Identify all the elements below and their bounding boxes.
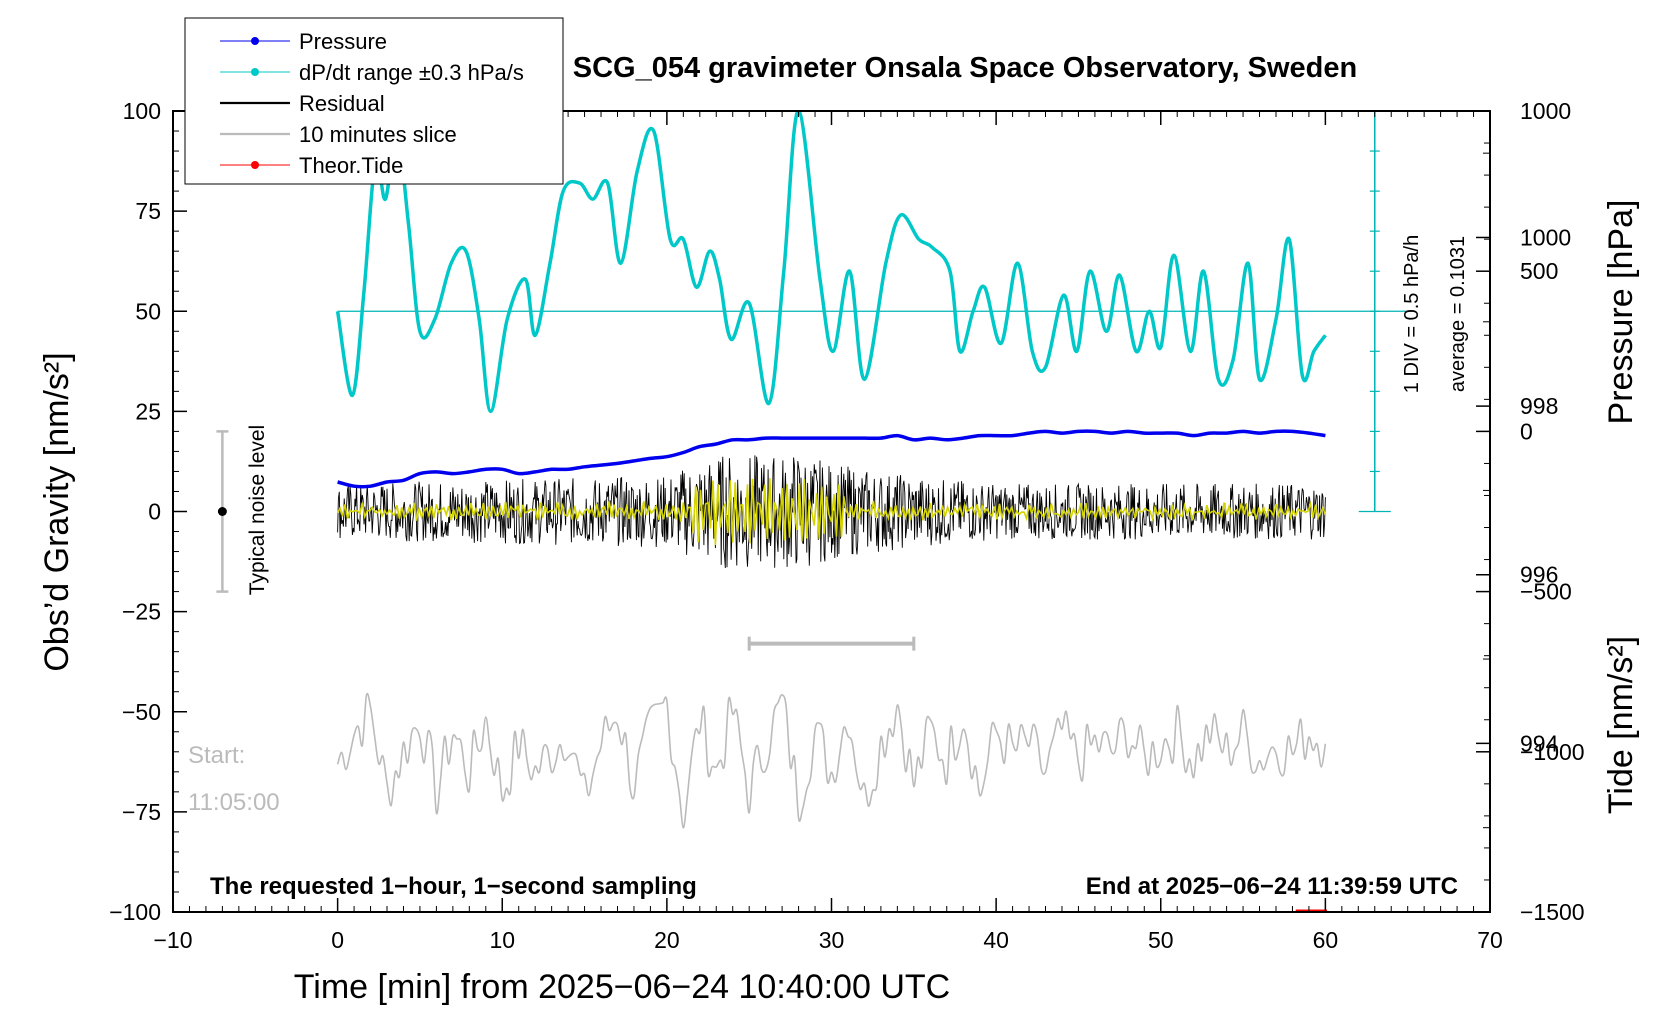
y-axis-tide-title: Tide [nm/s²] [1602,636,1640,814]
y-left-tick-label: −25 [122,599,161,625]
y-tide-tick-label: 0 [1520,418,1533,444]
y-left-tick-label: −50 [122,699,161,725]
y-left-tick-label: −75 [122,799,161,825]
noise-level-label: Typical noise level [246,425,269,595]
y-pressure-tick-label: 998 [1520,393,1558,419]
y-axis-left-title: Obs’d Gravity [nm/s²] [38,352,76,671]
legend-marker [251,68,259,76]
y-pressure-tick-label: 1000 [1520,224,1571,250]
y-left-tick-label: 0 [148,499,161,525]
legend-label: 10 minutes slice [299,122,457,147]
end-time-note: End at 2025−06−24 11:39:59 UTC [1086,873,1458,900]
legend-entry: Pressure [220,29,387,54]
y-tide-tick-label: −500 [1520,579,1572,605]
y-tide-tick-label: 500 [1520,258,1558,284]
y-pressure-tick-label: 994 [1520,730,1559,756]
pressure-average-label: average = 0.1031 [1447,236,1469,392]
series-residual-line [337,455,1326,569]
y-left-tick-label: 50 [135,298,161,324]
start-time-label: 11:05:00 [188,789,280,816]
legend-box [184,17,564,185]
legend-marker [251,161,259,169]
x-tick-label: 60 [1313,927,1339,953]
series-dpdt-line [335,111,1327,414]
legend-entry: 10 minutes slice [220,122,457,147]
legend-label: dP/dt range ±0.3 hPa/s [299,60,524,85]
legend-label: Theor.Tide [299,153,403,178]
x-axis-title: Time [min] from 2025−06−24 10:40:00 UTC [294,968,950,1006]
x-tick-label: 50 [1148,927,1174,953]
legend-label: Residual [299,91,385,116]
series-pressure-line [337,429,1326,489]
x-tick-label: −10 [153,927,192,953]
y-pressure-tick-label: 996 [1520,562,1558,588]
series-residual-smoothed-line [336,478,1327,546]
legend-marker [251,37,259,45]
x-tick-label: 0 [331,927,344,953]
legend-entry: dP/dt range ±0.3 hPa/s [220,60,524,85]
y-axis-pressure-title: Pressure [hPa] [1602,200,1640,425]
noise-bar-center-point [217,507,227,516]
pressure-scale-label: 1 DIV = 0.5 hPa/h [1401,235,1423,393]
x-tick-label: 30 [819,927,845,953]
y-left-tick-label: 25 [135,398,161,424]
x-tick-label: 70 [1477,927,1503,953]
y-tide-tick-label: −1000 [1520,739,1585,765]
series-slice-line [336,692,1327,829]
x-tick-label: 20 [654,927,680,953]
x-tick-label: 10 [489,927,515,953]
plot-area [216,110,1408,913]
legend-label: Pressure [299,29,387,54]
axes: −10 0 10 20 30 40 50 60 701007550250−25−50−75−10… [109,98,1584,953]
sampling-note: The requested 1−hour, 1−second sampling [210,873,697,900]
y-tide-tick-label: 1000 [1520,98,1571,124]
y-left-tick-label: 75 [135,198,161,224]
legend-entry: Residual [220,91,385,116]
chart-title: SCG_054 gravimeter Onsala Space Observat… [573,52,1357,84]
legend: Pressure dP/dt range ±0.3 hPa/s Residual 10… [184,17,564,185]
y-tide-tick-label: −1500 [1520,899,1585,925]
legend-entry: Theor.Tide [220,153,403,178]
y-left-tick-label: 100 [123,98,161,124]
x-tick-label: 40 [983,927,1009,953]
y-left-tick-label: −100 [109,899,161,925]
start-label: Start: [188,742,245,769]
